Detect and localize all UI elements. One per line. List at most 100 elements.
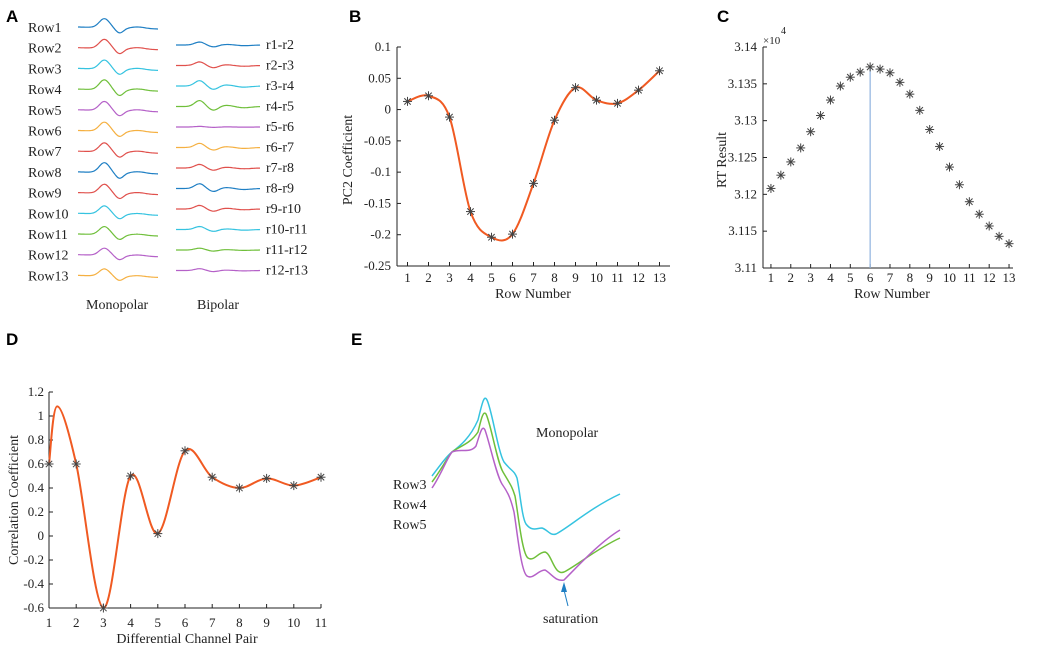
b-point-9 [571, 83, 580, 93]
b-point-3 [445, 112, 454, 122]
a-mono-trace-2 [78, 38, 159, 55]
a-bip-label-11: r11-r12 [266, 243, 307, 258]
b-xtick-label: 9 [572, 270, 579, 285]
c-point-16 [915, 105, 925, 115]
a-mono-trace-1 [77, 18, 159, 34]
a-mono-label-7: Row7 [28, 145, 61, 160]
e-annotation: saturation [543, 612, 598, 627]
b-xtick-label: 6 [509, 270, 516, 285]
e-legend-row5: Row5 [393, 518, 426, 533]
panel-d: 1.2 1 0.8 0.6 0.4 0.2 0 -0.2 -0.4 -0.6 1 2 3 4 5 6 7 8 9 1… [7, 384, 327, 647]
c-point-17 [925, 125, 935, 135]
b-xtick-label: 3 [446, 270, 453, 285]
a-bip-label-3: r3-r4 [266, 79, 294, 94]
b-ytick-label: 0.05 [368, 70, 391, 85]
a-bip-label-10: r10-r11 [266, 223, 307, 238]
c-ytick-label: 3.11 [735, 260, 757, 275]
a-bip-label-6: r6-r7 [266, 141, 294, 156]
d-x-label: Differential Channel Pair [116, 632, 258, 647]
a-bip-trace-8 [176, 183, 260, 193]
a-bip-trace-7 [176, 163, 260, 171]
b-pc2-curve [407, 70, 661, 242]
b-ytick-label: -0.05 [364, 133, 391, 148]
c-xtick-label: 7 [887, 270, 894, 285]
d-xtick-label: 5 [155, 615, 162, 630]
a-bip-trace-2 [176, 61, 260, 69]
a-mono-label-1: Row1 [28, 21, 61, 36]
c-xtick-label: 4 [827, 270, 834, 285]
d-ytick-label: 1 [38, 408, 45, 423]
d-ytick-label: 0.8 [28, 432, 44, 447]
a-bip-label-12: r12-r13 [266, 264, 308, 279]
e-row4-trace [431, 412, 621, 574]
b-xtick-label: 12 [632, 270, 645, 285]
e-arrow-head [561, 582, 567, 592]
panel-e: Monopolar Row3 Row4 Row5 saturation [393, 397, 621, 627]
b-point-10 [592, 95, 601, 105]
c-ytick-label: 3.135 [728, 76, 757, 91]
b-xtick-label: 8 [551, 270, 558, 285]
c-point-7 [825, 95, 835, 105]
c-point-21 [964, 197, 974, 207]
c-point-19 [945, 162, 955, 172]
a-mono-trace-12 [78, 247, 159, 261]
d-xtick-label: 11 [315, 615, 328, 630]
d-xtick-label: 2 [73, 615, 80, 630]
d-ytick-label: 0.4 [28, 480, 45, 495]
b-ytick-label: 0.1 [375, 39, 391, 54]
d-ytick-label: -0.6 [23, 600, 44, 615]
c-point-3 [786, 157, 796, 167]
b-y-label: PC2 Coefficient [341, 115, 356, 205]
c-xtick-label: 13 [1003, 270, 1016, 285]
c-ytick-label: 3.13 [734, 113, 757, 128]
a-mono-label-6: Row6 [28, 125, 61, 140]
a-mono-trace-7 [77, 142, 159, 158]
c-point-22 [974, 209, 984, 219]
a-bip-trace-9 [176, 204, 260, 212]
a-mono-trace-8 [77, 162, 159, 179]
a-mono-label-10: Row10 [28, 207, 68, 222]
c-point-14 [895, 77, 905, 87]
a-bip-trace-1 [176, 41, 261, 48]
b-ytick-label: 0 [385, 102, 392, 117]
a-mono-label-5: Row5 [28, 104, 61, 119]
panel-label-d: D [6, 330, 18, 349]
c-point-6 [816, 111, 826, 121]
d-xtick-label: 1 [46, 615, 53, 630]
d-point-11 [316, 472, 326, 482]
a-mono-trace-11 [78, 225, 159, 241]
b-ytick-label: -0.15 [364, 195, 391, 210]
b-point-11 [613, 98, 622, 108]
c-point-23 [984, 221, 994, 231]
b-xtick-label: 4 [467, 270, 474, 285]
a-bip-trace-3 [175, 80, 261, 90]
d-ytick-label: -0.2 [23, 552, 44, 567]
c-xtick-label: 2 [788, 270, 795, 285]
c-ytick-label: 3.115 [728, 223, 757, 238]
c-point-2 [776, 170, 786, 180]
a-bip-trace-12 [175, 268, 261, 273]
c-point-12 [875, 64, 885, 74]
c-xtick-label: 6 [867, 270, 874, 285]
b-ytick-label: -0.1 [370, 164, 391, 179]
c-point-13 [885, 68, 895, 78]
d-point-10 [289, 481, 299, 491]
d-point-4 [126, 471, 136, 481]
d-point-9 [262, 473, 272, 483]
c-point-10 [855, 67, 865, 77]
d-point-6 [180, 446, 190, 456]
a-mono-trace-10 [78, 205, 159, 220]
a-bip-trace-4 [176, 99, 261, 111]
a-mono-label-9: Row9 [28, 187, 61, 202]
a-mono-label-12: Row12 [28, 249, 68, 264]
c-xtick-label: 12 [983, 270, 996, 285]
b-xtick-label: 10 [590, 270, 603, 285]
b-xtick-label: 2 [425, 270, 432, 285]
b-point-13 [655, 66, 664, 76]
a-mono-label-8: Row8 [28, 166, 61, 181]
c-y-label: RT Result [715, 132, 730, 188]
d-point-8 [234, 483, 244, 493]
b-ytick-label: -0.25 [364, 258, 391, 273]
c-ytick-label: 3.125 [728, 150, 757, 165]
